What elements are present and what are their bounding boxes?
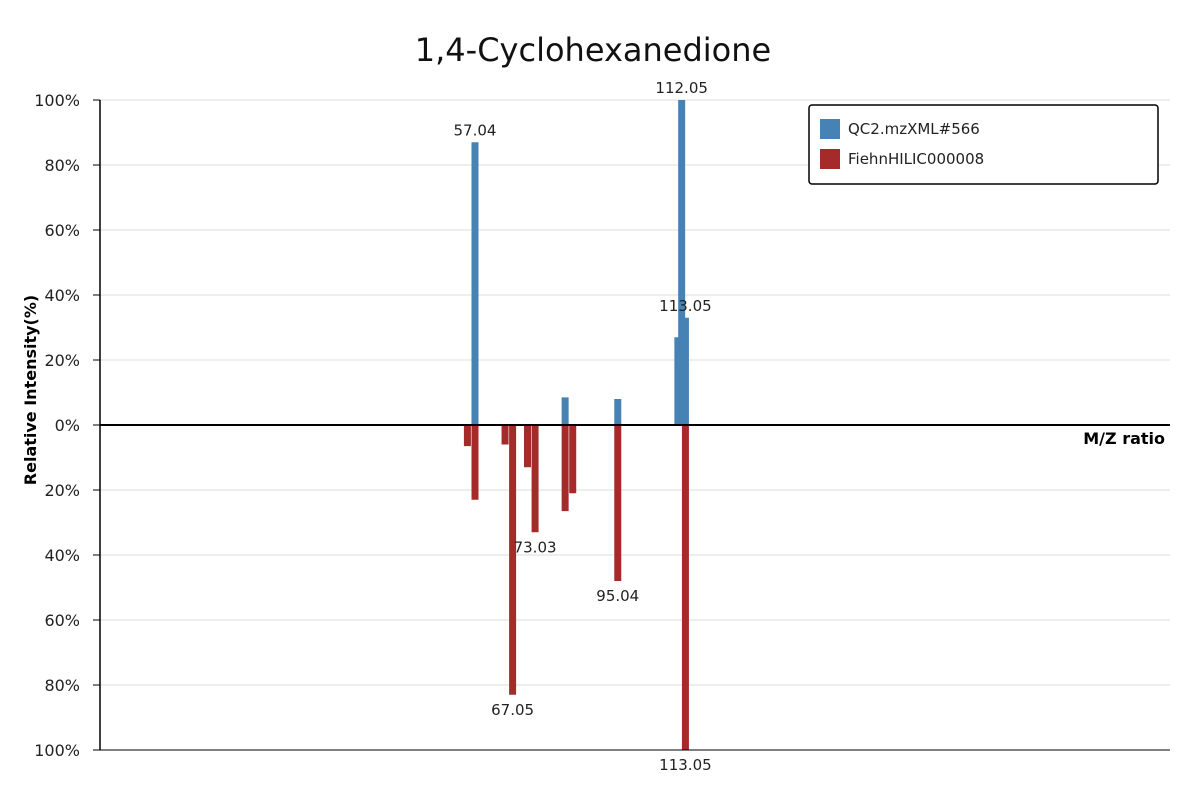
peak-labels: 57.04 112.05 113.05 67.05 73.03 95.04 113.05 [454, 79, 712, 774]
library-peak-bar [531, 425, 539, 533]
peak-label: 57.04 [454, 121, 497, 139]
query-peak-bar [681, 317, 689, 425]
library-peak-bar [614, 425, 622, 581]
legend-swatch [820, 119, 840, 139]
library-peak-bar [561, 425, 569, 512]
library-peak-bar [569, 425, 577, 494]
y-tick-label: 40% [44, 286, 80, 305]
query-peak-bar [678, 100, 686, 425]
y-tick-label: 100% [34, 91, 80, 110]
library-peak-bar [509, 425, 517, 695]
y-tick-label: 40% [44, 546, 80, 565]
y-tick-label: 0% [55, 416, 80, 435]
legend-box [808, 104, 1159, 185]
library-peak-bar [471, 425, 479, 500]
query-peak-bar [561, 397, 569, 425]
y-tick-label: 100% [34, 741, 80, 760]
y-tick-label: 60% [44, 611, 80, 630]
query-peak-bar [614, 399, 622, 425]
peak-bars [463, 100, 689, 750]
x-axis-title: M/Z ratio [1083, 429, 1165, 448]
legend-label: QC2.mzXML#566 [848, 120, 980, 138]
axes: 100% 80% 60% 40% 20% 0% 20% 40% 60% 80% 100% [34, 91, 1170, 760]
peak-label: 113.05 [659, 297, 712, 315]
peak-label: 67.05 [491, 701, 534, 719]
query-peak-bar [471, 142, 479, 425]
peak-label: 113.05 [659, 756, 712, 774]
y-axis-title: Relative Intensity(%) [21, 295, 40, 485]
library-peak-bar [523, 425, 531, 468]
peak-label: 73.03 [514, 538, 557, 556]
y-tick-label: 20% [44, 481, 80, 500]
legend-label: FiehnHILIC000008 [848, 150, 984, 168]
library-peak-bar [681, 425, 689, 750]
chart-title: 1,4-Cyclohexanedione [415, 31, 771, 69]
peak-label: 112.05 [655, 79, 708, 97]
y-tick-label: 20% [44, 351, 80, 370]
query-peak-bar [674, 337, 682, 425]
legend-swatch [820, 149, 840, 169]
library-peak-bar [501, 425, 509, 445]
y-tick-label: 60% [44, 221, 80, 240]
peak-label: 95.04 [596, 587, 639, 605]
y-tick-label: 80% [44, 156, 80, 175]
y-tick-label: 80% [44, 676, 80, 695]
library-peak-bar [463, 425, 471, 447]
legend: QC2.mzXML#566 FiehnHILIC000008 [808, 104, 1159, 185]
